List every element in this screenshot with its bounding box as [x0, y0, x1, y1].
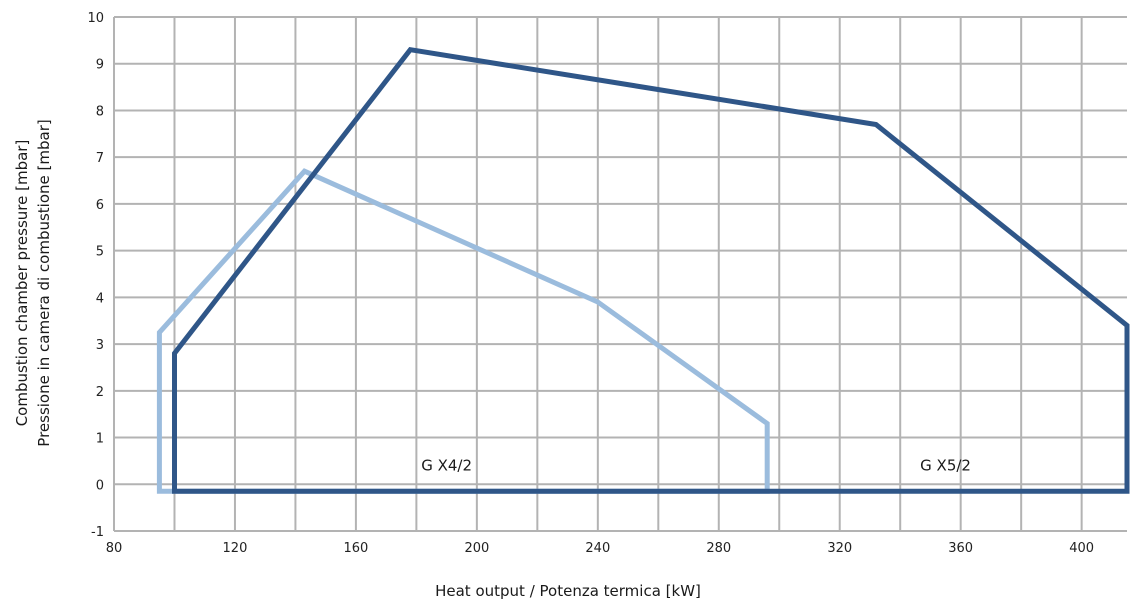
x-tick-label: 80 [106, 541, 123, 556]
y-tick-label: 9 [96, 58, 104, 73]
x-tick-label: 120 [223, 541, 248, 556]
y-tick-label: 10 [87, 11, 104, 26]
y-tick-label: 2 [96, 385, 104, 400]
plot-area [114, 17, 1127, 531]
y-tick-label: 3 [96, 338, 104, 353]
y-axis-label-line-2: Pressione in camera di combustione [mbar… [35, 119, 53, 446]
y-axis-label-line-1: Combustion chamber pressure [mbar] [13, 140, 31, 427]
x-tick-label: 320 [827, 541, 852, 556]
grid [113, 16, 1127, 532]
x-axis-ticks: 80 120 160 200 240 280 320 360 400 [106, 541, 1094, 556]
x-tick-label: 240 [585, 541, 610, 556]
y-tick-label: 0 [96, 478, 104, 493]
x-tick-label: 280 [706, 541, 731, 556]
x-tick-label: 400 [1069, 541, 1094, 556]
y-tick-label: 7 [96, 151, 104, 166]
series-label-1: G X4/2 [421, 456, 472, 474]
series-layer [156, 46, 1130, 494]
y-tick-label: 4 [96, 291, 104, 306]
y-tick-label: 6 [96, 198, 104, 213]
y-tick-label: 1 [96, 432, 104, 447]
y-axis-ticks: -1 0 1 2 3 4 5 6 7 8 9 10 [87, 11, 104, 540]
y-tick-label: 5 [96, 245, 104, 260]
y-tick-label: 8 [96, 104, 104, 119]
y-tick-label: -1 [91, 525, 104, 540]
series-line-2 [172, 46, 1130, 494]
series-labels: G X4/2 G X5/2 [421, 456, 971, 474]
x-axis-label: Heat output / Potenza termica [kW] [435, 582, 701, 600]
x-tick-label: 160 [343, 541, 368, 556]
x-tick-label: 200 [464, 541, 489, 556]
y-axis-label: Combustion chamber pressure [mbar] Press… [13, 119, 53, 446]
x-tick-label: 360 [948, 541, 973, 556]
series-label-2: G X5/2 [920, 456, 971, 474]
